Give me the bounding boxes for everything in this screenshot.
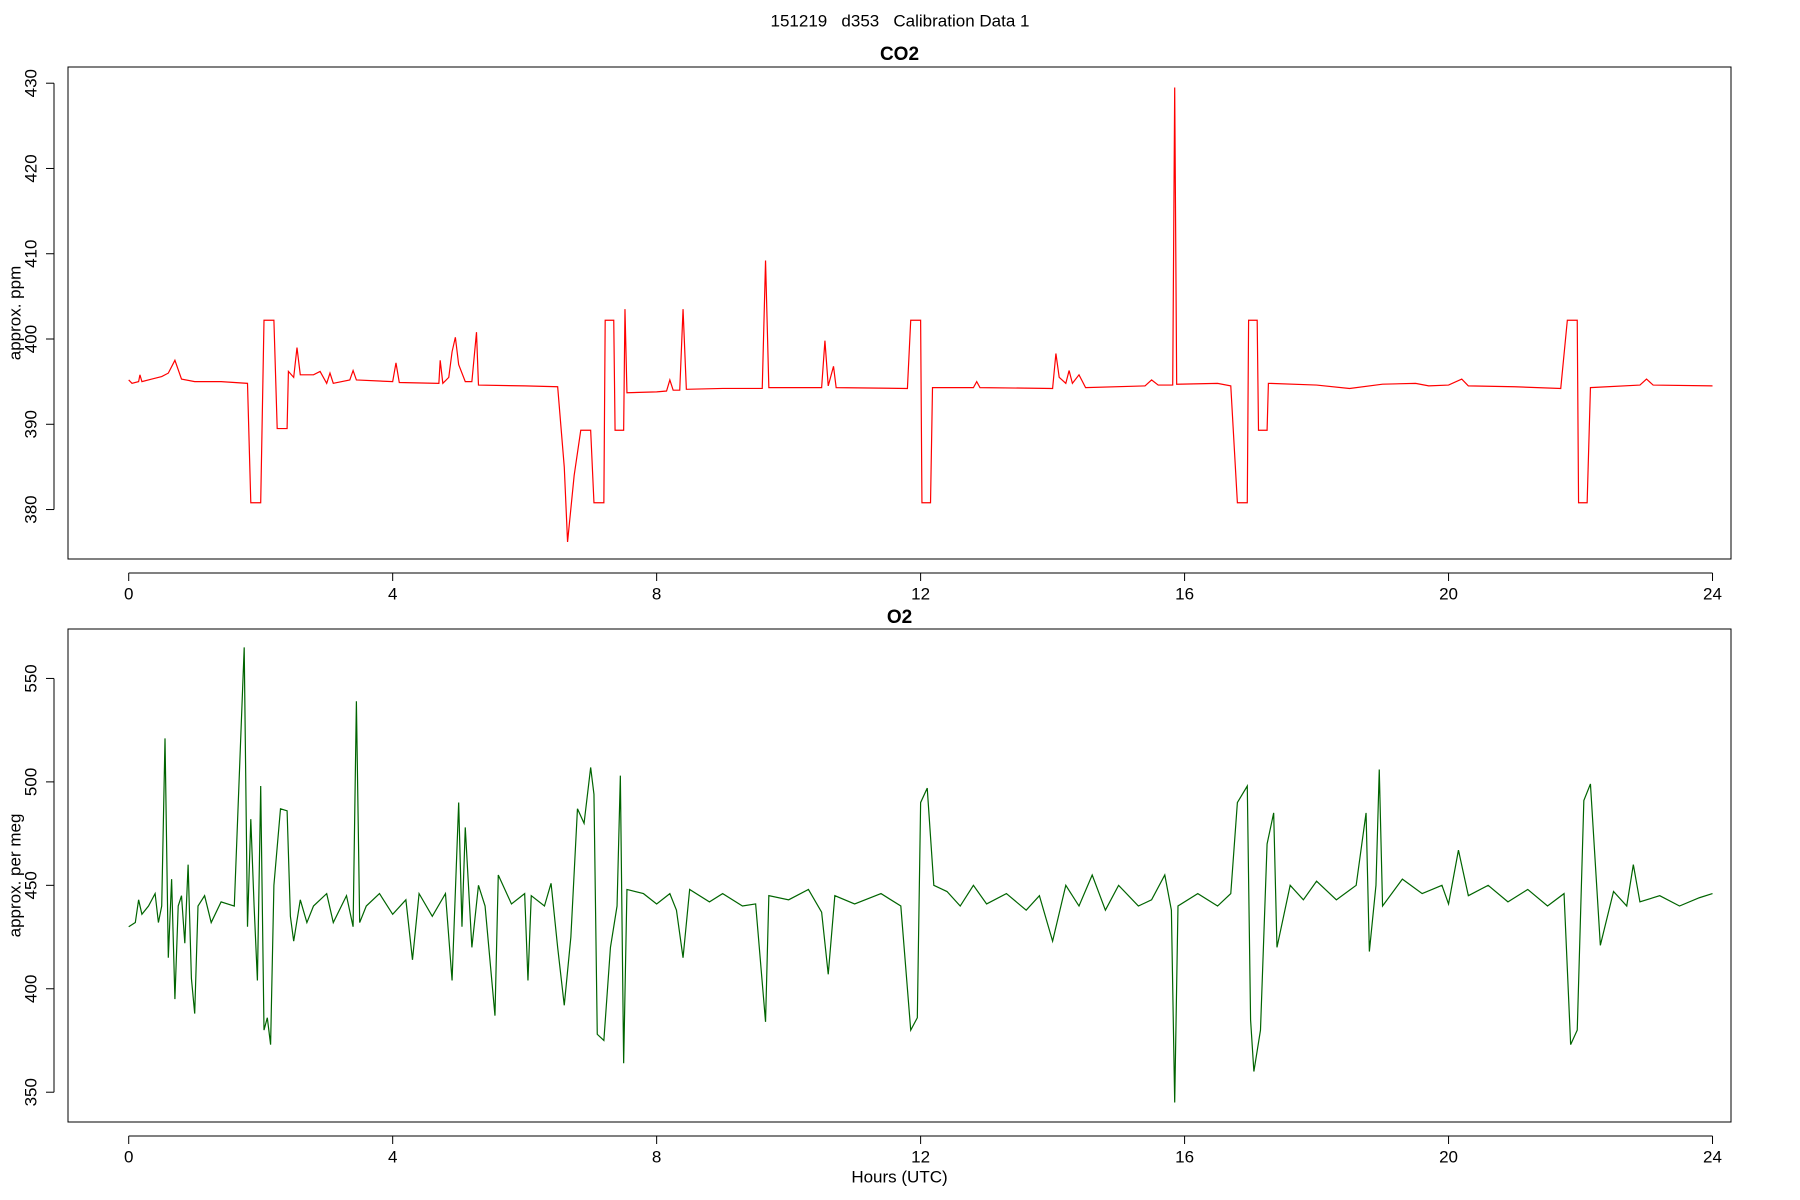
x-axis-label: Hours (UTC)	[851, 1167, 947, 1186]
y-axis-label: approx. per meg	[5, 814, 24, 938]
y-tick-label: 390	[21, 410, 40, 438]
y-tick-label: 500	[21, 768, 40, 796]
x-tick-label: 4	[388, 584, 397, 603]
y-tick-label: 550	[21, 664, 40, 692]
plot-box	[67, 66, 1732, 560]
x-tick-label: 16	[1175, 1147, 1194, 1166]
x-tick-label: 12	[911, 1147, 930, 1166]
y-tick-label: 450	[21, 871, 40, 899]
y-tick-label: 400	[21, 325, 40, 353]
y-tick-label: 430	[21, 69, 40, 97]
y-tick-label: 420	[21, 154, 40, 182]
x-tick-label: 12	[911, 584, 930, 603]
y-tick-label: 380	[21, 495, 40, 523]
x-tick-label: 0	[124, 584, 133, 603]
chart-title: O2	[887, 607, 912, 628]
x-tick-label: 0	[124, 1147, 133, 1166]
x-tick-label: 4	[388, 1147, 397, 1166]
data-line	[128, 647, 1713, 1103]
x-tick-label: 24	[1703, 584, 1722, 603]
y-tick-label: 400	[21, 975, 40, 1003]
x-tick-label: 8	[652, 584, 661, 603]
x-tick-label: 24	[1703, 1147, 1722, 1166]
x-tick-label: 20	[1439, 1147, 1458, 1166]
data-line	[128, 87, 1713, 543]
y-tick-label: 410	[21, 240, 40, 268]
x-tick-label: 20	[1439, 584, 1458, 603]
chart-title: CO2	[880, 44, 919, 65]
page-title: 151219 d353 Calibration Data 1	[771, 11, 1030, 30]
x-tick-label: 16	[1175, 584, 1194, 603]
y-axis-label: approx. ppm	[5, 266, 24, 361]
y-tick-label: 350	[21, 1078, 40, 1106]
plot-box	[67, 628, 1732, 1123]
x-tick-label: 8	[652, 1147, 661, 1166]
